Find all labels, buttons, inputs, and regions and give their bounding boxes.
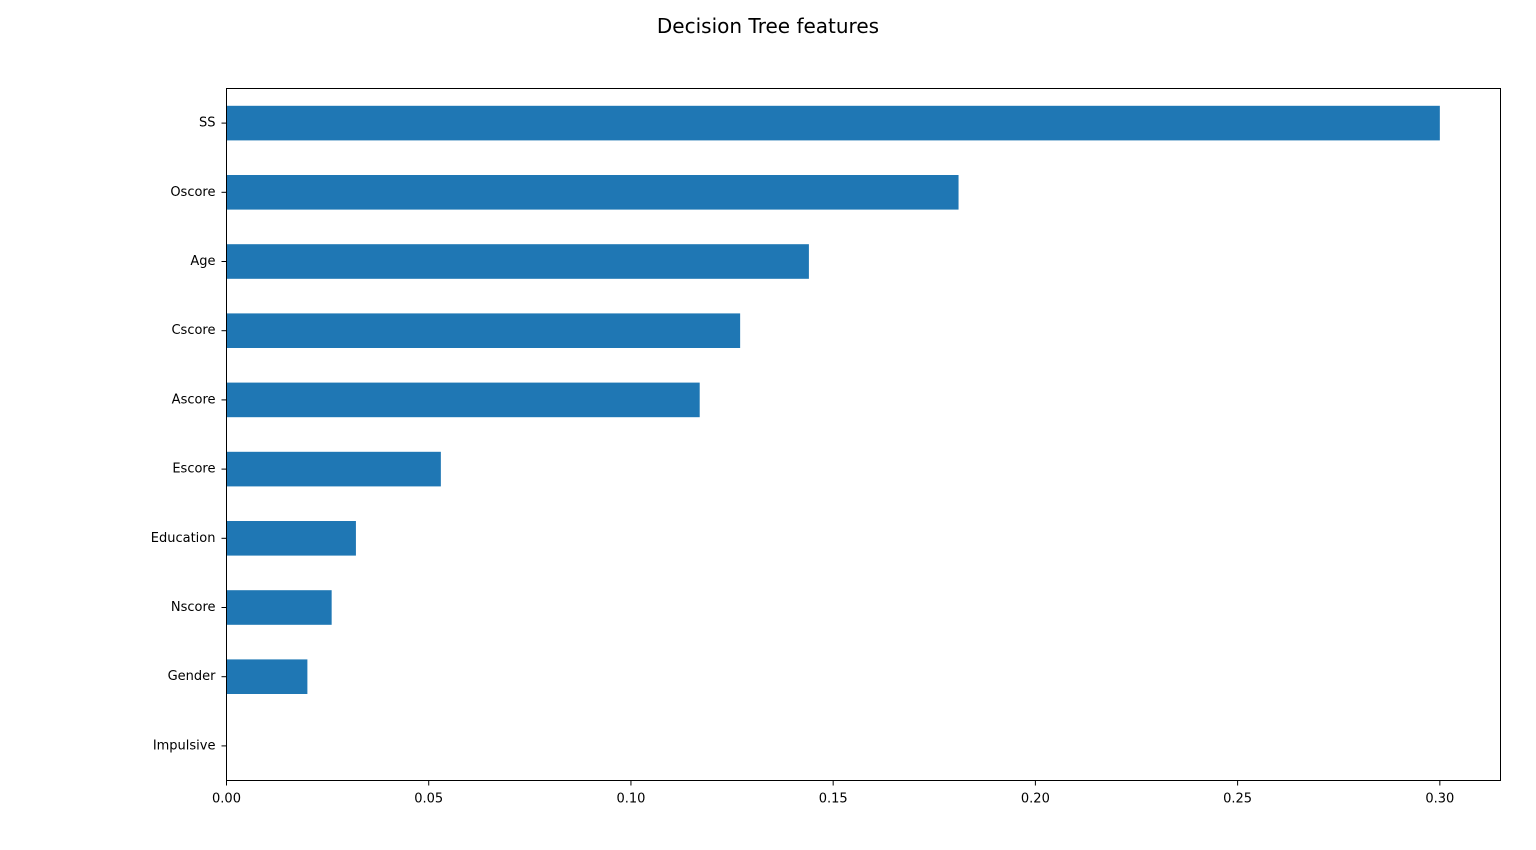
y-tick-label: Escore <box>172 462 215 477</box>
x-tick-label: 0.15 <box>819 792 848 807</box>
y-tick-label: Nscore <box>171 600 216 615</box>
x-tick-label: 0.25 <box>1223 792 1252 807</box>
plot-frame <box>226 88 1501 781</box>
x-tick-label: 0.20 <box>1021 792 1050 807</box>
bar-cscore <box>226 313 741 348</box>
y-axis-ticks: SS Oscore Age Cscore Ascore Escore Education Ns… <box>151 116 227 753</box>
bars-layer <box>226 105 1440 694</box>
bar-ss <box>226 105 1440 141</box>
y-tick-label: Oscore <box>170 185 215 200</box>
y-tick-label: Gender <box>168 669 217 684</box>
bar-education <box>226 521 356 556</box>
x-tick-label: 0.00 <box>212 792 241 807</box>
bar-gender <box>226 659 308 694</box>
x-tick-label: 0.10 <box>616 792 645 807</box>
x-axis-ticks: 0.00 0.05 0.10 0.15 0.20 0.25 0.30 <box>212 780 1454 807</box>
bar-nscore <box>226 590 332 625</box>
bar-escore <box>226 451 441 487</box>
x-tick-label: 0.05 <box>414 792 443 807</box>
y-tick-label: Education <box>151 531 216 546</box>
y-tick-label: Impulsive <box>153 738 216 753</box>
bar-age <box>226 244 809 279</box>
bar-oscore <box>226 175 959 210</box>
y-tick-label: Age <box>190 254 215 269</box>
y-tick-label: SS <box>199 116 216 131</box>
y-tick-label: Cscore <box>171 323 215 338</box>
chart-title: Decision Tree features <box>657 14 879 38</box>
y-tick-label: Ascore <box>172 392 216 407</box>
x-tick-label: 0.30 <box>1425 792 1454 807</box>
bar-ascore <box>226 382 700 418</box>
